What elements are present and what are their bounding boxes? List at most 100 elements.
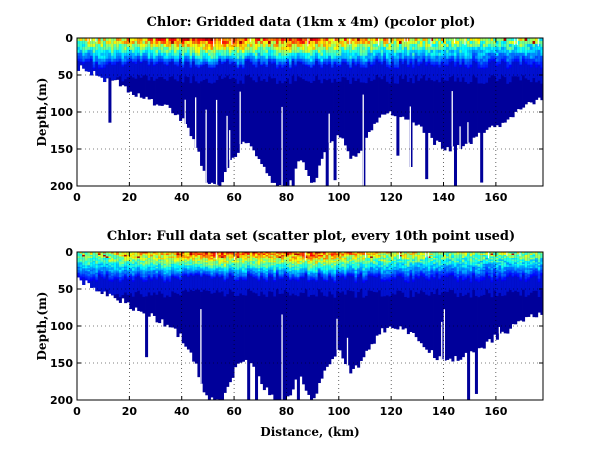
data-cell — [477, 68, 481, 84]
data-cell — [320, 46, 324, 51]
data-cell — [488, 62, 492, 78]
data-cell — [485, 67, 489, 83]
data-cell — [270, 277, 274, 292]
data-cell — [380, 253, 384, 256]
data-cell — [289, 46, 293, 51]
data-cell — [260, 256, 264, 259]
data-cell — [173, 40, 177, 45]
data-cell — [320, 61, 324, 65]
data-cell — [527, 46, 531, 51]
data-cell — [186, 268, 190, 271]
data-cell — [448, 40, 452, 45]
data-cell — [404, 271, 408, 274]
data-cell — [341, 268, 345, 271]
data-cell — [291, 269, 295, 272]
data-cell — [315, 274, 319, 276]
data-cell — [239, 61, 243, 65]
data-cell — [396, 266, 400, 269]
data-cell — [273, 272, 277, 275]
data-cell — [92, 254, 96, 257]
data-cell — [176, 275, 180, 278]
data-cell — [333, 254, 337, 257]
data-cell — [399, 52, 403, 57]
y-tick-label: 200 — [50, 180, 73, 193]
data-cell — [396, 262, 400, 265]
data-cell — [289, 38, 293, 42]
data-cell — [341, 252, 345, 254]
data-cell — [87, 271, 91, 274]
data-cell — [77, 266, 81, 269]
data-cell — [176, 252, 180, 254]
data-cell — [419, 40, 423, 45]
data-cell — [134, 272, 138, 275]
data-cell — [275, 260, 279, 263]
data-cell — [194, 64, 198, 68]
data-column — [359, 38, 363, 151]
data-cell — [320, 259, 324, 262]
data-cell — [179, 252, 183, 254]
data-cell — [100, 257, 104, 260]
data-cell — [255, 38, 259, 42]
data-cell — [346, 40, 350, 45]
data-cell — [443, 40, 447, 45]
data-cell — [396, 52, 400, 57]
data-cell — [179, 40, 183, 45]
data-cell — [495, 61, 499, 65]
data-cell — [147, 275, 151, 278]
data-cell — [535, 52, 539, 57]
data-cell — [503, 55, 507, 60]
data-cell — [370, 61, 374, 65]
data-cell — [121, 252, 125, 254]
data-cell — [307, 278, 311, 281]
data-cell — [265, 268, 269, 271]
data-cell — [239, 259, 243, 262]
data-cell — [362, 46, 366, 51]
data-cell — [158, 259, 162, 262]
data-cell — [328, 252, 332, 254]
data-cell — [108, 274, 112, 276]
data-cell — [433, 259, 437, 262]
data-cell — [150, 253, 154, 256]
data-cell — [540, 52, 544, 57]
data-cell — [330, 278, 334, 281]
data-cell — [333, 269, 337, 272]
data-cell — [111, 269, 115, 272]
data-cell — [260, 253, 264, 256]
data-cell — [275, 269, 279, 272]
data-cell — [129, 260, 133, 263]
data-cell — [228, 265, 232, 268]
data-cell — [257, 40, 261, 45]
data-cell — [186, 271, 190, 274]
data-cell — [77, 49, 81, 54]
data-cell — [124, 275, 128, 278]
data-cell — [346, 265, 350, 268]
data-cell — [328, 49, 332, 54]
data-cell — [113, 256, 117, 259]
data-cell — [336, 46, 340, 51]
data-cell — [197, 52, 201, 57]
data-cell — [236, 64, 240, 68]
data-cell — [200, 272, 204, 275]
data-cell — [328, 265, 332, 268]
data-cell — [294, 52, 298, 57]
data-cell — [249, 260, 253, 263]
data-cell — [90, 278, 94, 281]
data-cell — [323, 46, 327, 51]
data-cell — [354, 277, 358, 279]
data-cell — [338, 254, 342, 257]
data-cell — [537, 52, 541, 57]
data-cell — [320, 265, 324, 268]
data-cell — [433, 277, 437, 279]
data-cell — [200, 265, 204, 268]
data-cell — [77, 252, 81, 254]
data-cell — [349, 46, 353, 51]
data-cell — [207, 259, 211, 262]
data-cell — [404, 252, 408, 254]
data-cell — [289, 253, 293, 256]
data-column — [461, 38, 465, 147]
data-cell — [236, 269, 240, 272]
data-cell — [152, 271, 156, 274]
data-cell — [260, 254, 264, 257]
data-cell — [241, 262, 245, 265]
data-cell — [485, 40, 489, 45]
